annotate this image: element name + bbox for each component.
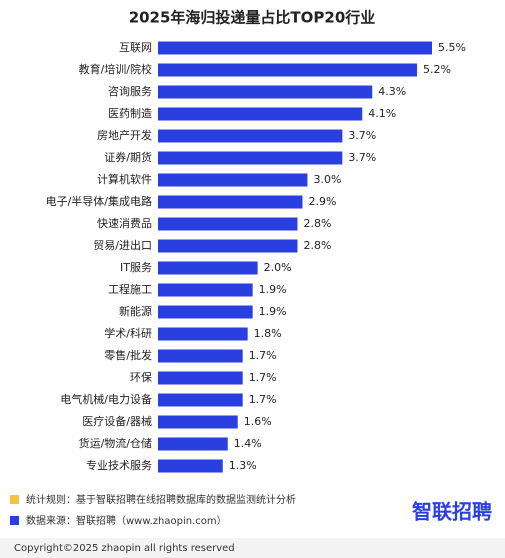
category-label: 零售/批发	[104, 348, 152, 362]
value-label: 1.7%	[249, 371, 277, 384]
category-label: 教育/培训/院校	[79, 62, 152, 76]
category-label: 学术/科研	[104, 326, 152, 340]
bar	[158, 195, 303, 209]
value-label: 2.0%	[264, 261, 292, 274]
category-label: 环保	[130, 370, 152, 384]
value-label: 1.3%	[229, 459, 257, 472]
value-label: 1.7%	[249, 349, 277, 362]
category-label: 电气机械/电力设备	[60, 392, 152, 406]
bar	[158, 107, 363, 121]
bar	[158, 305, 253, 319]
bar	[158, 349, 243, 363]
footer-source: 数据来源：智联招聘（www.zhaopin.com）	[26, 514, 227, 527]
note-marker	[10, 516, 19, 525]
bar	[158, 415, 238, 429]
value-label: 1.9%	[259, 305, 287, 318]
bar	[158, 129, 343, 143]
value-label: 1.8%	[254, 327, 282, 340]
bar	[158, 371, 243, 385]
note-marker	[10, 495, 19, 504]
category-label: 专业技术服务	[86, 458, 152, 472]
value-label: 3.0%	[313, 173, 341, 186]
category-label: 医疗设备/器械	[82, 414, 152, 428]
category-label: 咨询服务	[108, 84, 152, 98]
bar	[158, 393, 243, 407]
bar	[158, 85, 373, 99]
category-label: 医药制造	[108, 106, 152, 120]
value-label: 4.3%	[378, 85, 406, 98]
value-label: 4.1%	[368, 107, 396, 120]
category-label: 房地产开发	[97, 128, 152, 142]
category-label: 工程施工	[108, 283, 152, 296]
value-label: 3.7%	[348, 129, 376, 142]
category-label: 证券/期货	[104, 150, 152, 164]
category-label: 计算机软件	[97, 172, 152, 186]
bar	[158, 459, 223, 473]
value-label: 1.7%	[249, 393, 277, 406]
value-label: 5.5%	[438, 41, 466, 54]
category-label: IT服务	[120, 261, 152, 274]
value-label: 2.9%	[308, 195, 336, 208]
value-label: 1.4%	[234, 437, 262, 450]
value-label: 1.9%	[259, 283, 287, 296]
bar	[158, 261, 258, 275]
value-label: 5.2%	[423, 63, 451, 76]
logo: 智联招聘	[412, 500, 492, 524]
bar	[158, 437, 228, 451]
bar	[158, 327, 248, 341]
category-label: 电子/半导体/集成电路	[46, 194, 152, 208]
footer-rule: 统计规则：基于智联招聘在线招聘数据库的数据监测统计分析	[26, 493, 296, 506]
bar	[158, 283, 253, 297]
chart-title: 2025年海归投递量占比TOP20行业	[129, 9, 376, 27]
bar	[158, 151, 343, 165]
bar	[158, 173, 308, 187]
category-label: 货运/物流/仓储	[79, 436, 152, 450]
category-label: 互联网	[119, 41, 152, 54]
bar	[158, 41, 432, 55]
value-label: 1.6%	[244, 415, 272, 428]
value-label: 2.8%	[303, 239, 331, 252]
category-label: 贸易/进出口	[93, 238, 152, 252]
category-label: 快速消费品	[97, 216, 152, 230]
bar	[158, 217, 298, 231]
value-label: 3.7%	[348, 151, 376, 164]
copyright: Copyright©2025 zhaopin all rights reserv…	[14, 543, 235, 554]
value-label: 2.8%	[303, 217, 331, 230]
category-label: 新能源	[119, 304, 152, 318]
bar	[158, 63, 418, 77]
bar	[158, 239, 298, 253]
